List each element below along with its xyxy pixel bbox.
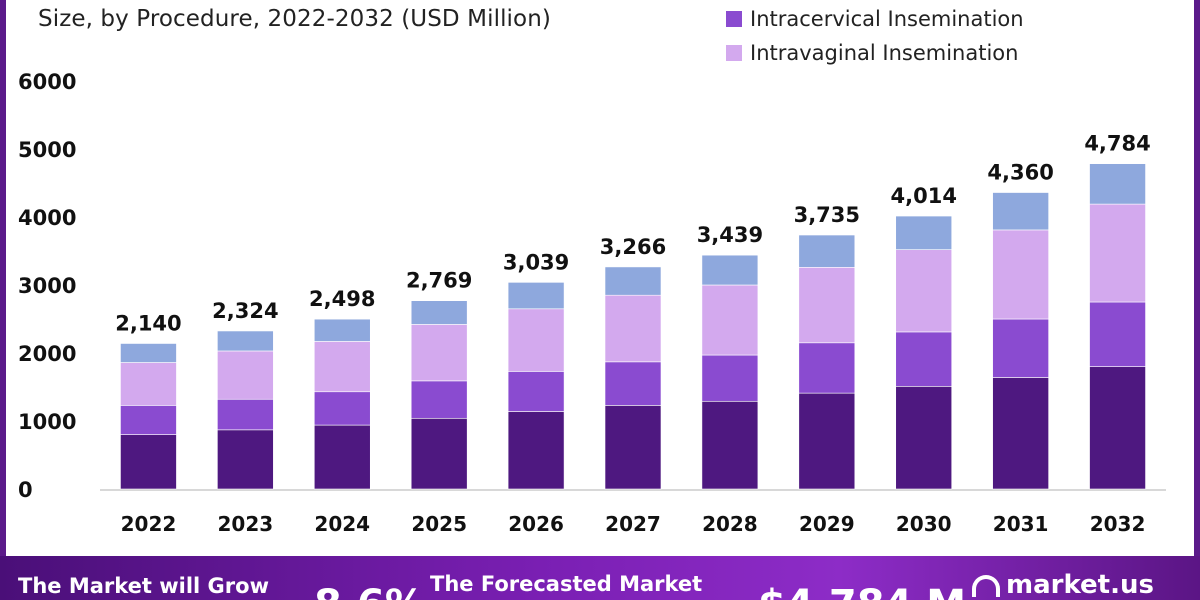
- y-tick-label: 5000: [18, 138, 76, 162]
- bar-segment-2: [604, 294, 662, 363]
- bar-segment-2: [507, 308, 565, 372]
- total-data-label: 3,735: [794, 203, 860, 227]
- total-data-label: 2,140: [115, 311, 181, 335]
- total-data-label: 2,324: [212, 299, 278, 323]
- legend-label-intracervical: Intracervical Insemination: [750, 7, 1024, 31]
- y-tick-label: 4000: [18, 206, 76, 230]
- legend-item-intravaginal: Intravaginal Insemination: [726, 36, 1024, 70]
- x-tick-label: 2027: [605, 512, 661, 536]
- bar-segment-1: [507, 371, 565, 412]
- bar-segment-2: [217, 350, 274, 400]
- total-data-label: 2,498: [309, 287, 375, 311]
- total-data-label: 2,769: [406, 269, 472, 293]
- bar-segment-3: [1089, 163, 1146, 205]
- total-data-label: 4,784: [1084, 132, 1150, 156]
- x-tick-label: 2031: [993, 512, 1049, 536]
- bar-segment-1: [120, 405, 177, 435]
- y-tick-label: 3000: [18, 274, 76, 298]
- bar-segment-1: [992, 318, 1049, 378]
- x-tick-label: 2032: [1090, 512, 1146, 536]
- total-data-label: 4,014: [891, 184, 957, 208]
- bar-segment-1: [604, 361, 662, 406]
- legend-swatch-intracervical: [726, 11, 742, 27]
- bar-segment-3: [798, 234, 856, 268]
- bar-segment-3: [701, 254, 759, 286]
- bar-segment-3: [120, 343, 177, 363]
- bar-segment-2: [313, 341, 371, 393]
- bar-segment-2: [798, 267, 856, 344]
- x-tick-label: 2022: [121, 512, 177, 536]
- bar-segment-0: [313, 424, 371, 490]
- bar-segment-0: [1089, 366, 1146, 490]
- bar-segment-0: [992, 377, 1049, 490]
- bar-segment-3: [507, 282, 565, 310]
- brand-logo: market.us: [972, 570, 1154, 600]
- left-border: [0, 0, 6, 556]
- legend-swatch-intravaginal: [726, 45, 742, 61]
- bar-segment-3: [313, 318, 371, 342]
- y-tick-label: 1000: [18, 410, 76, 434]
- x-tick-label: 2023: [218, 512, 274, 536]
- right-border: [1194, 0, 1200, 556]
- bar-segment-0: [895, 386, 953, 490]
- bar-segment-0: [120, 434, 177, 490]
- logo-icon: [972, 574, 1000, 597]
- bar-segment-0: [701, 400, 759, 490]
- chart-subtitle: Size, by Procedure, 2022-2032 (USD Milli…: [38, 6, 551, 32]
- bar-segment-1: [895, 331, 953, 387]
- banner-growth-value: 8.6%: [314, 582, 425, 600]
- x-tick-label: 2028: [702, 512, 758, 536]
- bar-segment-2: [992, 229, 1049, 320]
- footer-banner: The Market will Grow 8.6% The Forecasted…: [0, 556, 1200, 600]
- bar-segment-1: [798, 342, 856, 394]
- bar-segment-3: [217, 330, 274, 352]
- bar-segment-3: [410, 300, 468, 325]
- bar-segment-0: [217, 429, 274, 490]
- y-tick-label: 0: [18, 478, 33, 502]
- bar-segment-1: [217, 398, 274, 431]
- bar-segment-3: [895, 215, 953, 250]
- bar-segment-2: [895, 249, 953, 333]
- bar-segment-2: [1089, 203, 1146, 303]
- total-data-label: 4,360: [987, 161, 1053, 185]
- bar-segment-0: [507, 411, 565, 490]
- banner-forecast-value: $4,784 M: [758, 582, 966, 600]
- banner-grow-text: The Market will Grow: [18, 574, 269, 598]
- bar-chart: 0 1000 2000 3000 4000 5000 6000 2,140 2022 2,324 2…: [18, 70, 1166, 536]
- total-data-label: 3,439: [697, 223, 763, 247]
- x-tick-label: 2030: [896, 512, 952, 536]
- bar-segment-0: [798, 392, 856, 490]
- bar-segment-0: [410, 417, 468, 490]
- total-data-label: 3,039: [503, 250, 569, 274]
- legend: Intracervical Insemination Intravaginal …: [726, 2, 1024, 70]
- x-tick-label: 2026: [508, 512, 564, 536]
- bar-segment-1: [313, 391, 371, 426]
- legend-label-intravaginal: Intravaginal Insemination: [750, 41, 1019, 65]
- total-data-label: 3,266: [600, 235, 666, 259]
- y-tick-label: 6000: [18, 70, 76, 94]
- banner-forecast-text: The Forecasted Market: [430, 572, 703, 596]
- bar-segment-3: [992, 192, 1049, 231]
- bar-segment-1: [410, 380, 468, 419]
- legend-item-intracervical: Intracervical Insemination: [726, 2, 1024, 36]
- bar-segment-0: [604, 405, 662, 490]
- bar-segment-1: [1089, 301, 1146, 367]
- x-tick-label: 2029: [799, 512, 855, 536]
- bar-segment-2: [701, 284, 759, 356]
- bar-segment-1: [701, 354, 759, 402]
- y-tick-label: 2000: [18, 342, 76, 366]
- bar-segment-2: [410, 324, 468, 382]
- logo-text: market.us: [1006, 570, 1154, 600]
- bar-segment-3: [604, 266, 662, 296]
- bar-segment-2: [120, 362, 177, 406]
- x-tick-label: 2025: [411, 512, 467, 536]
- x-tick-label: 2024: [314, 512, 370, 536]
